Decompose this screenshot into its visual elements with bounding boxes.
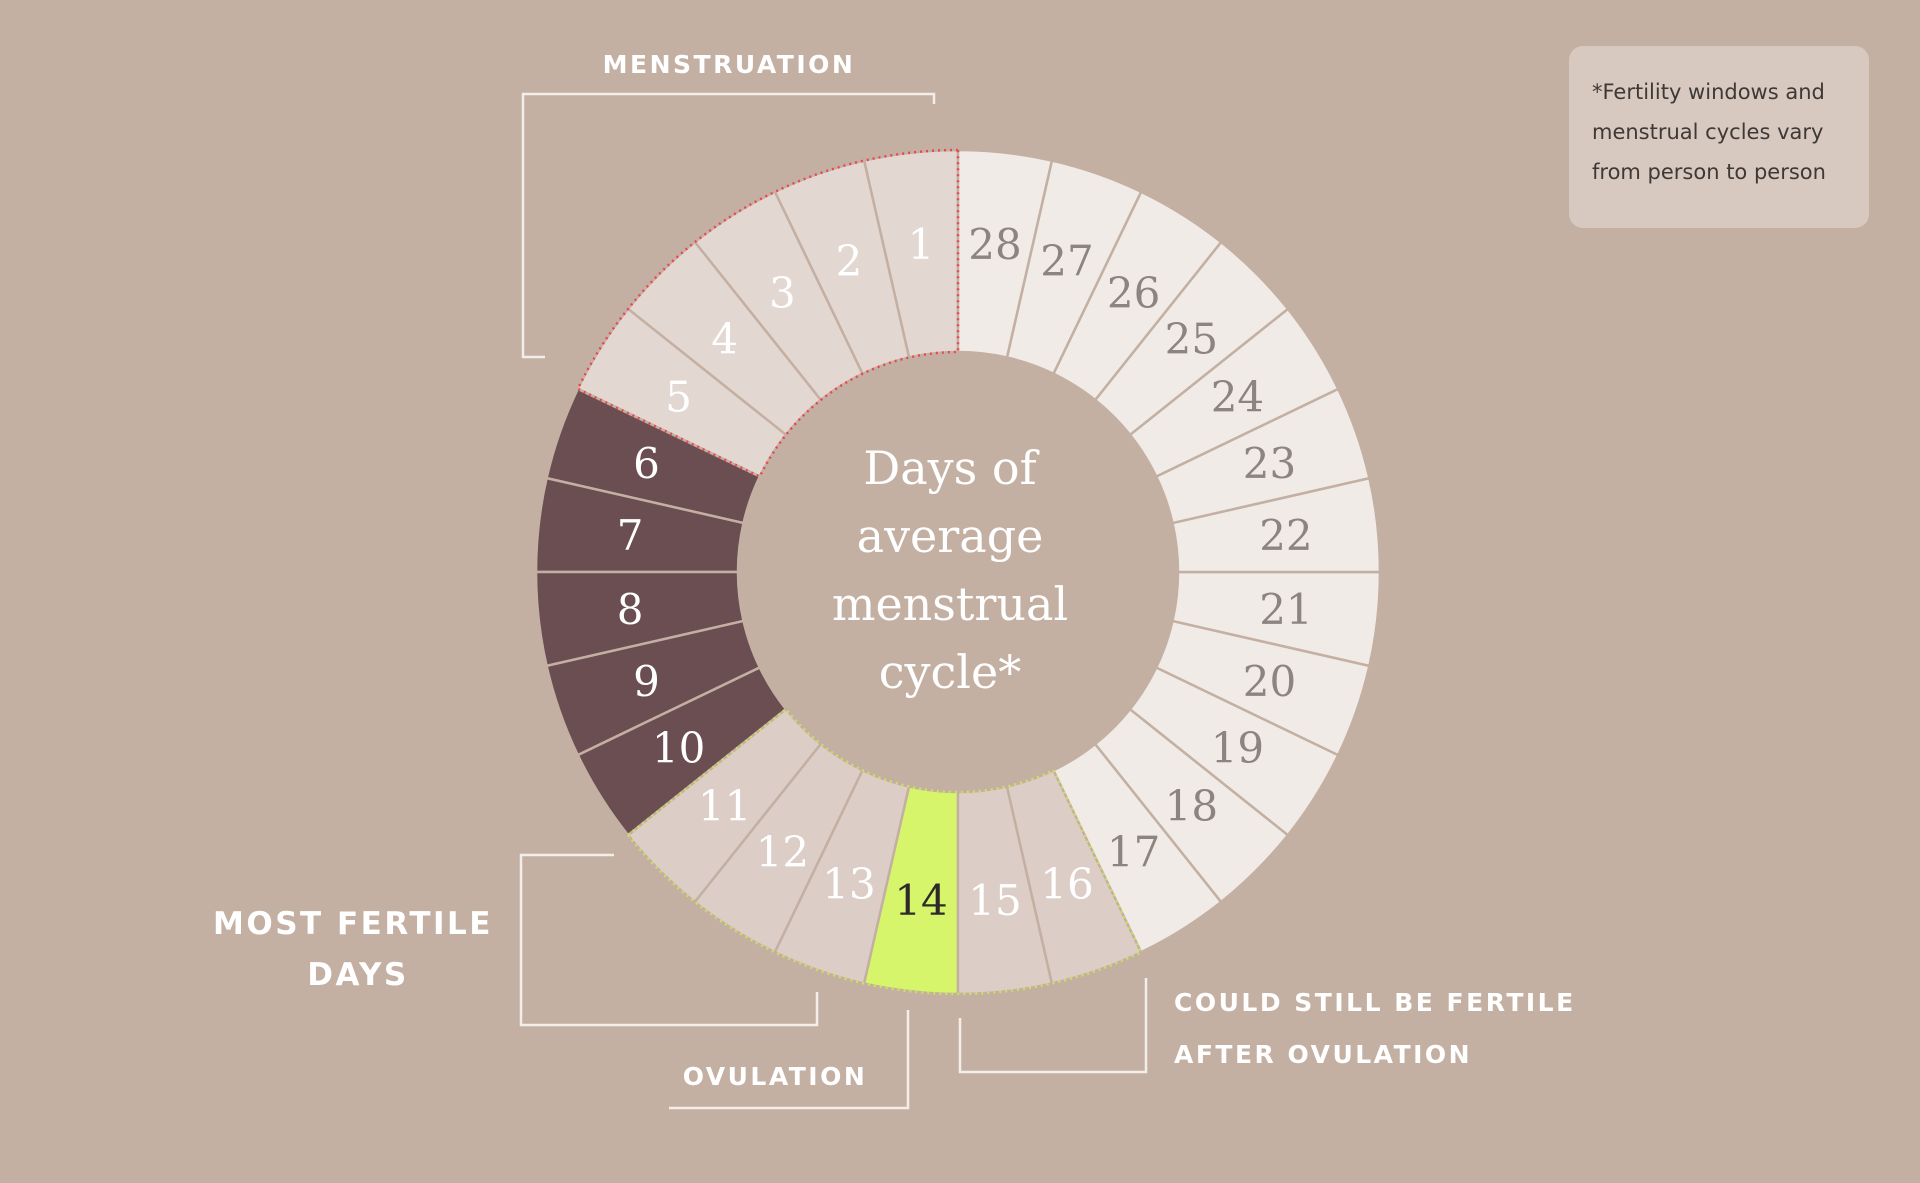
center-title-line-4: cycle*: [879, 645, 1021, 699]
day-label-11: 11: [698, 781, 751, 830]
ovulation-label: OVULATION: [683, 1062, 868, 1091]
center-title-line-2: average: [857, 509, 1044, 563]
day-label-26: 26: [1107, 269, 1160, 318]
menstruation-label: MENSTRUATION: [603, 50, 856, 79]
brackets: [519, 92, 1148, 1110]
day-label-15: 15: [968, 876, 1021, 925]
day-label-17: 17: [1107, 827, 1160, 876]
day-label-16: 16: [1040, 859, 1093, 908]
day-label-1: 1: [908, 220, 935, 269]
day-label-6: 6: [633, 439, 660, 488]
most-fertile-label-line-1: MOST FERTILE: [213, 906, 493, 942]
day-label-19: 19: [1211, 724, 1264, 773]
disclaimer-line-3: from person to person: [1592, 160, 1826, 184]
after-ovulation-label-line-2: AFTER OVULATION: [1174, 1040, 1472, 1069]
after-ovulation-bracket: [958, 978, 1148, 1074]
day-label-21: 21: [1259, 585, 1312, 634]
fertile-window-outline: [626, 707, 1143, 996]
day-label-4: 4: [711, 315, 738, 364]
day-label-3: 3: [769, 269, 796, 318]
day-label-10: 10: [652, 724, 705, 773]
day-label-5: 5: [665, 372, 692, 421]
center-title: Days of average menstrual cycle*: [832, 441, 1068, 699]
day-label-7: 7: [617, 511, 644, 560]
center-title-line-1: Days of: [863, 441, 1039, 495]
day-label-22: 22: [1259, 511, 1312, 560]
after-ovulation-label-line-1: COULD STILL BE FERTILE: [1174, 988, 1576, 1017]
day-label-20: 20: [1243, 657, 1296, 706]
day-label-28: 28: [968, 220, 1021, 269]
day-label-18: 18: [1165, 781, 1218, 830]
disclaimer-note: *Fertility windows and menstrual cycles …: [1569, 46, 1869, 228]
menstruation-bracket: [521, 92, 936, 359]
day-label-24: 24: [1211, 372, 1264, 421]
day-label-9: 9: [633, 657, 660, 706]
day-label-13: 13: [822, 859, 875, 908]
day-label-12: 12: [756, 827, 809, 876]
menstruation-outline: [576, 148, 960, 479]
day-label-2: 2: [836, 237, 863, 286]
day-label-25: 25: [1165, 315, 1218, 364]
most-fertile-label-line-2: DAYS: [307, 957, 409, 993]
ovulation-bracket: [669, 1010, 910, 1110]
day-label-23: 23: [1243, 439, 1296, 488]
center-title-line-3: menstrual: [832, 577, 1068, 631]
day-label-27: 27: [1040, 237, 1093, 286]
most-fertile-bracket: [519, 853, 819, 1027]
day-label-14: 14: [894, 876, 947, 925]
disclaimer-line-1: *Fertility windows and: [1592, 80, 1825, 104]
disclaimer-line-2: menstrual cycles vary: [1592, 120, 1824, 144]
day-label-8: 8: [617, 585, 644, 634]
